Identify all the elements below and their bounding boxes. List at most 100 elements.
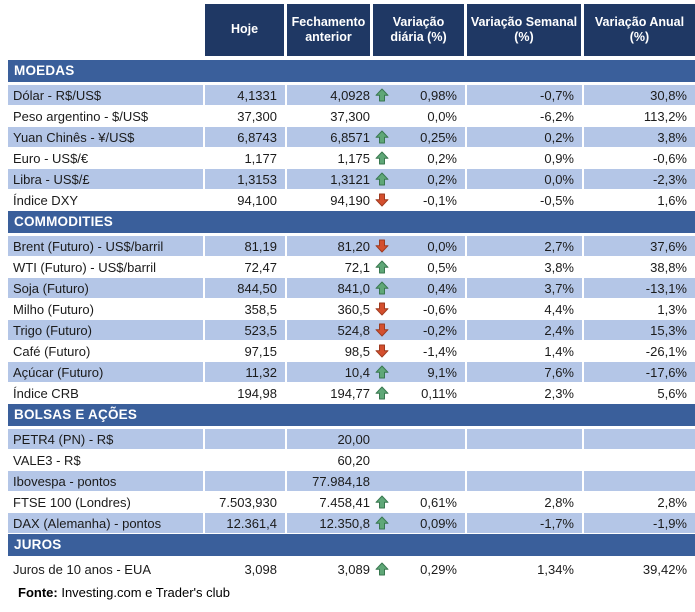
table-row: Trigo (Futuro) 523,5 524,8 -0,2% 2,4% 15,3%	[8, 320, 695, 341]
cell-variacao-semanal: 0,0%	[467, 169, 584, 189]
cell-variacao-anual	[584, 471, 695, 491]
row-label: VALE3 - R$	[8, 450, 205, 470]
table-row: Índice DXY 94,100 94,190 -0,1% -0,5% 1,6%	[8, 190, 695, 211]
row-label: Açúcar (Futuro)	[8, 362, 205, 382]
cell-variacao-semanal: 3,7%	[467, 278, 584, 298]
table-row: Açúcar (Futuro) 11,32 10,4 9,1% 7,6% -17,6%	[8, 362, 695, 383]
row-label: Ibovespa - pontos	[8, 471, 205, 491]
cell-variacao-diaria: 0,25%	[373, 127, 467, 147]
cell-fechamento-anterior: 4,0928	[287, 85, 373, 105]
cell-variacao-anual: 38,8%	[584, 257, 695, 277]
cell-variacao-semanal	[467, 450, 584, 470]
cell-variacao-diaria: 9,1%	[373, 362, 467, 382]
cell-hoje: 4,1331	[205, 85, 287, 105]
cell-hoje: 6,8743	[205, 127, 287, 147]
variacao-diaria-value: -1,4%	[423, 343, 457, 359]
cell-fechamento-anterior: 1,175	[287, 148, 373, 168]
table-row: DAX (Alemanha) - pontos 12.361,4 12.350,8 0…	[8, 513, 695, 534]
variacao-diaria-value: 0,11%	[421, 385, 457, 401]
row-label: DAX (Alemanha) - pontos	[8, 513, 205, 533]
down-arrow-icon	[375, 323, 391, 337]
cell-hoje: 81,19	[205, 236, 287, 256]
cell-variacao-diaria: -0,1%	[373, 190, 467, 210]
down-arrow-icon	[375, 344, 391, 358]
up-arrow-icon	[375, 365, 391, 379]
row-label: Euro - US$/€	[8, 148, 205, 168]
table-row: WTI (Futuro) - US$/barril 72,47 72,1 0,5% 3,…	[8, 257, 695, 278]
row-label: Peso argentino - $/US$	[8, 106, 205, 126]
cell-variacao-semanal: 4,4%	[467, 299, 584, 319]
cell-variacao-semanal: 0,9%	[467, 148, 584, 168]
table-row: Libra - US$/£ 1,3153 1,3121 0,2% 0,0% -2,3%	[8, 169, 695, 190]
cell-variacao-semanal: 2,3%	[467, 383, 584, 403]
table-body: MOEDAS Dólar - R$/US$ 4,1331 4,0928 0,98% -0,…	[8, 60, 695, 580]
cell-variacao-diaria: 0,98%	[373, 85, 467, 105]
row-label: PETR4 (PN) - R$	[8, 429, 205, 449]
row-label: Soja (Futuro)	[8, 278, 205, 298]
down-arrow-icon	[375, 193, 391, 207]
variacao-diaria-value: 0,4%	[427, 280, 457, 296]
down-arrow-icon	[375, 302, 391, 316]
cell-variacao-anual	[584, 450, 695, 470]
cell-variacao-anual: 1,3%	[584, 299, 695, 319]
cell-variacao-anual: -0,6%	[584, 148, 695, 168]
row-label: Libra - US$/£	[8, 169, 205, 189]
column-header-variacao-anual: Variação Anual (%)	[584, 4, 695, 56]
cell-variacao-semanal	[467, 471, 584, 491]
cell-variacao-semanal: -0,7%	[467, 85, 584, 105]
cell-fechamento-anterior: 6,8571	[287, 127, 373, 147]
cell-variacao-diaria: -0,6%	[373, 299, 467, 319]
up-arrow-icon	[375, 562, 391, 576]
variacao-diaria-value: 0,98%	[420, 87, 457, 103]
table-row: Soja (Futuro) 844,50 841,0 0,4% 3,7% -13,1%	[8, 278, 695, 299]
up-arrow-icon	[375, 386, 391, 400]
cell-variacao-diaria	[373, 450, 467, 470]
cell-variacao-semanal: -6,2%	[467, 106, 584, 126]
cell-variacao-anual: 2,8%	[584, 492, 695, 512]
table-row: Índice CRB 194,98 194,77 0,11% 2,3% 5,6%	[8, 383, 695, 404]
cell-hoje: 1,3153	[205, 169, 287, 189]
cell-variacao-anual: 5,6%	[584, 383, 695, 403]
cell-variacao-diaria: 0,2%	[373, 148, 467, 168]
source-text: Investing.com e Trader's club	[57, 585, 231, 600]
table-row: Yuan Chinês - ¥/US$ 6,8743 6,8571 0,25% 0,2%…	[8, 127, 695, 148]
table-row: Peso argentino - $/US$ 37,300 37,300 0,0% -6…	[8, 106, 695, 127]
cell-hoje: 358,5	[205, 299, 287, 319]
cell-hoje	[205, 450, 287, 470]
financial-table: Hoje Fechamento anterior Variação diária (…	[8, 4, 695, 602]
table-row: Café (Futuro) 97,15 98,5 -1,4% 1,4% -26,1%	[8, 341, 695, 362]
variacao-diaria-value: 0,2%	[427, 171, 457, 187]
cell-variacao-semanal: -1,7%	[467, 513, 584, 533]
cell-hoje: 37,300	[205, 106, 287, 126]
cell-variacao-diaria: 0,4%	[373, 278, 467, 298]
column-header-hoje: Hoje	[205, 4, 287, 56]
cell-fechamento-anterior: 12.350,8	[287, 513, 373, 533]
section-header-moedas: MOEDAS	[8, 60, 695, 85]
cell-variacao-diaria: 0,09%	[373, 513, 467, 533]
cell-hoje: 3,098	[205, 559, 287, 579]
cell-hoje: 7.503,930	[205, 492, 287, 512]
cell-variacao-diaria: 0,5%	[373, 257, 467, 277]
cell-fechamento-anterior: 524,8	[287, 320, 373, 340]
table-row: Juros de 10 anos - EUA 3,098 3,089 0,29% 1,3…	[8, 559, 695, 580]
variacao-diaria-value: 0,0%	[427, 238, 457, 254]
cell-variacao-diaria: 0,29%	[373, 559, 467, 579]
cell-variacao-anual: -2,3%	[584, 169, 695, 189]
table-row: Brent (Futuro) - US$/barril 81,19 81,20 0,0…	[8, 236, 695, 257]
cell-variacao-semanal: 2,7%	[467, 236, 584, 256]
table-row: FTSE 100 (Londres) 7.503,930 7.458,41 0,61%…	[8, 492, 695, 513]
table-row: Milho (Futuro) 358,5 360,5 -0,6% 4,4% 1,3%	[8, 299, 695, 320]
cell-variacao-anual	[584, 429, 695, 449]
variacao-diaria-value: -0,6%	[423, 301, 457, 317]
cell-variacao-diaria: 0,0%	[373, 236, 467, 256]
variacao-diaria-value: 0,09%	[420, 515, 457, 531]
cell-fechamento-anterior: 10,4	[287, 362, 373, 382]
cell-hoje: 194,98	[205, 383, 287, 403]
down-arrow-icon	[375, 239, 391, 253]
table-row: PETR4 (PN) - R$ 20,00	[8, 429, 695, 450]
cell-fechamento-anterior: 1,3121	[287, 169, 373, 189]
row-label: Índice CRB	[8, 383, 205, 403]
up-arrow-icon	[375, 88, 391, 102]
up-arrow-icon	[375, 260, 391, 274]
section-header-juros: JUROS	[8, 534, 695, 559]
